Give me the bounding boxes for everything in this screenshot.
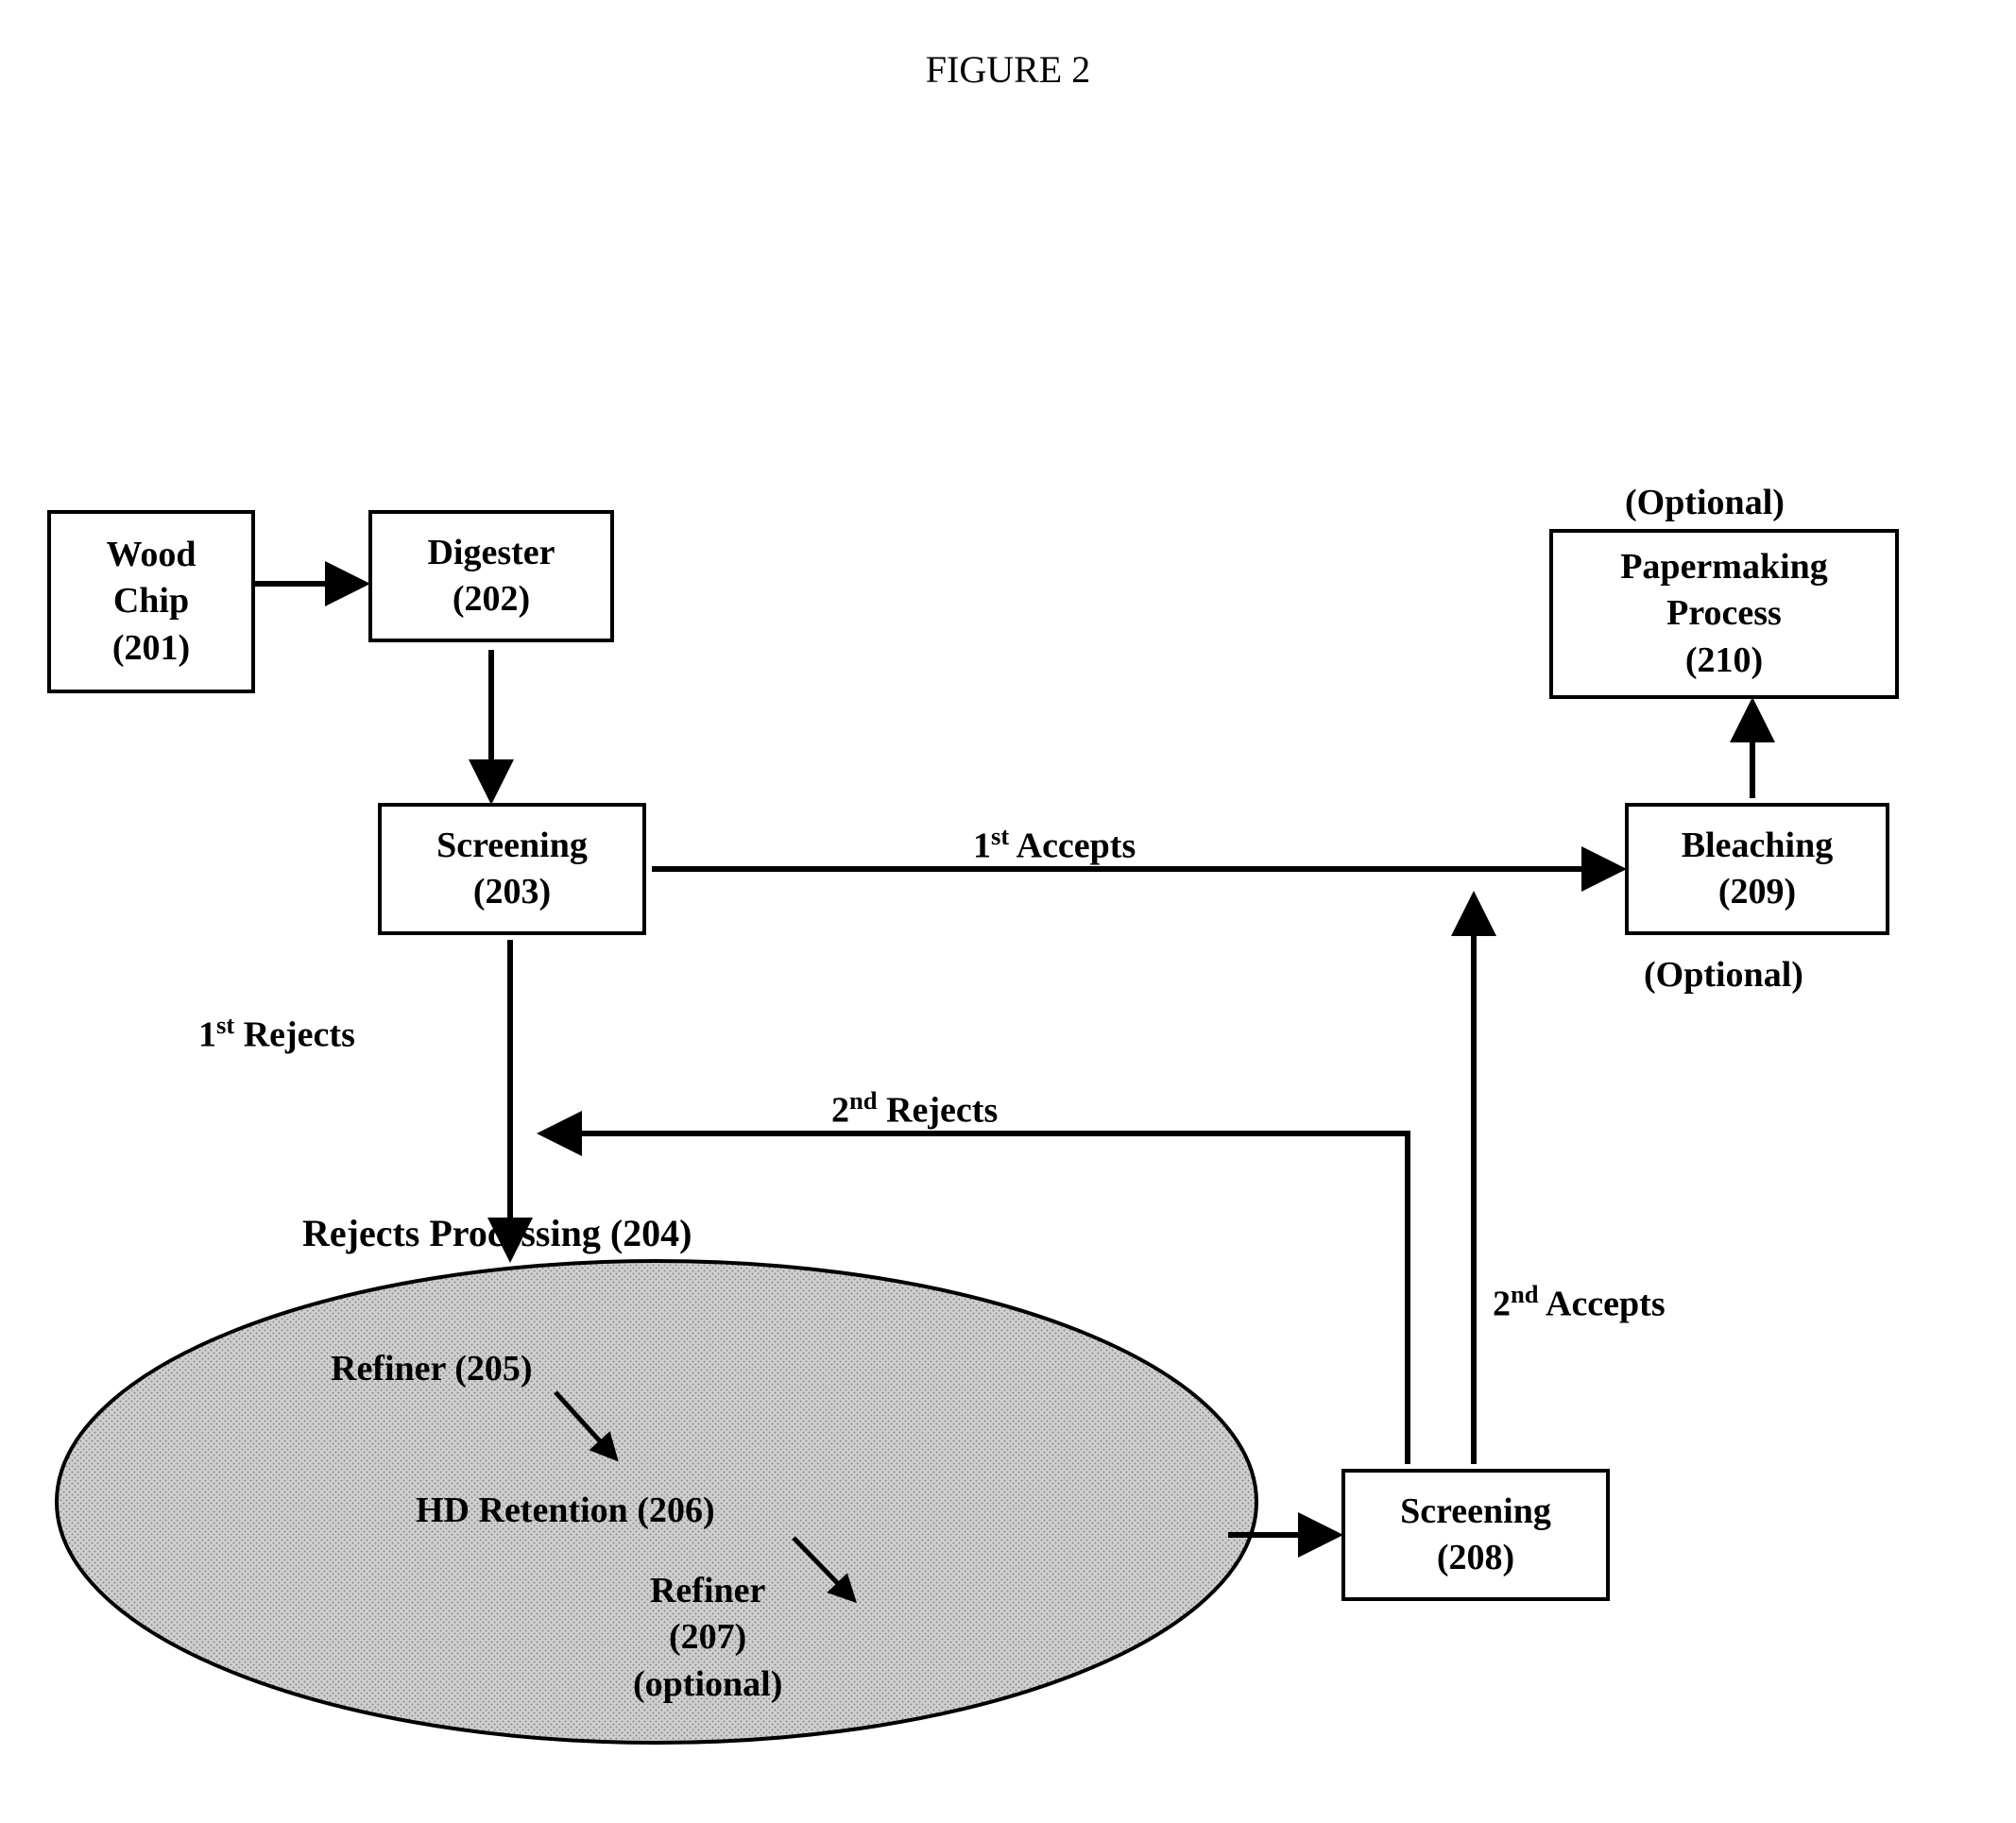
node-screening2: Screening (208) xyxy=(1341,1469,1610,1601)
arrow-second-rejects xyxy=(548,1133,1408,1464)
papermaking-line2: Process xyxy=(1666,590,1782,637)
refiner2-label: Refiner (207) (optional) xyxy=(633,1568,782,1708)
bleaching-line2: (209) xyxy=(1718,869,1796,915)
label-first-accepts: 1st Accepts xyxy=(973,822,1136,867)
bleaching-line1: Bleaching xyxy=(1682,823,1833,869)
digester-line2: (202) xyxy=(453,576,530,622)
screening1-line1: Screening xyxy=(436,823,588,869)
papermaking-line3: (210) xyxy=(1685,638,1763,684)
label-second-accepts: 2nd Accepts xyxy=(1493,1280,1666,1325)
papermaking-line1: Papermaking xyxy=(1620,544,1828,590)
digester-line1: Digester xyxy=(427,530,555,576)
rejects-processing-header: Rejects Processing (204) xyxy=(302,1211,692,1255)
bleaching-optional-label: (Optional) xyxy=(1644,954,1803,996)
label-second-rejects: 2nd Rejects xyxy=(831,1086,998,1132)
node-digester: Digester (202) xyxy=(368,510,614,642)
screening1-line2: (203) xyxy=(473,869,551,915)
figure-title: FIGURE 2 xyxy=(926,47,1090,92)
hd-retention-label: HD Retention (206) xyxy=(416,1488,715,1534)
refiner2-line1: Refiner xyxy=(650,1571,765,1610)
wood-chip-line3: (201) xyxy=(112,625,190,672)
screening2-line2: (208) xyxy=(1437,1535,1514,1581)
refiner2-line3: (optional) xyxy=(633,1664,782,1704)
screening2-line1: Screening xyxy=(1400,1489,1551,1535)
wood-chip-line2: Chip xyxy=(113,578,189,624)
node-bleaching: Bleaching (209) xyxy=(1625,803,1889,935)
refiner1-label: Refiner (205) xyxy=(331,1346,533,1392)
wood-chip-line1: Wood xyxy=(106,532,196,578)
arrow-hd-refiner2 xyxy=(794,1538,850,1596)
node-screening1: Screening (203) xyxy=(378,803,646,935)
node-papermaking: Papermaking Process (210) xyxy=(1549,529,1899,699)
arrow-refiner1-hd xyxy=(555,1392,612,1455)
label-first-rejects: 1st Rejects xyxy=(198,1011,355,1056)
papermaking-optional-label: (Optional) xyxy=(1625,482,1785,523)
refiner2-line2: (207) xyxy=(669,1617,746,1657)
node-wood-chip: Wood Chip (201) xyxy=(47,510,255,693)
